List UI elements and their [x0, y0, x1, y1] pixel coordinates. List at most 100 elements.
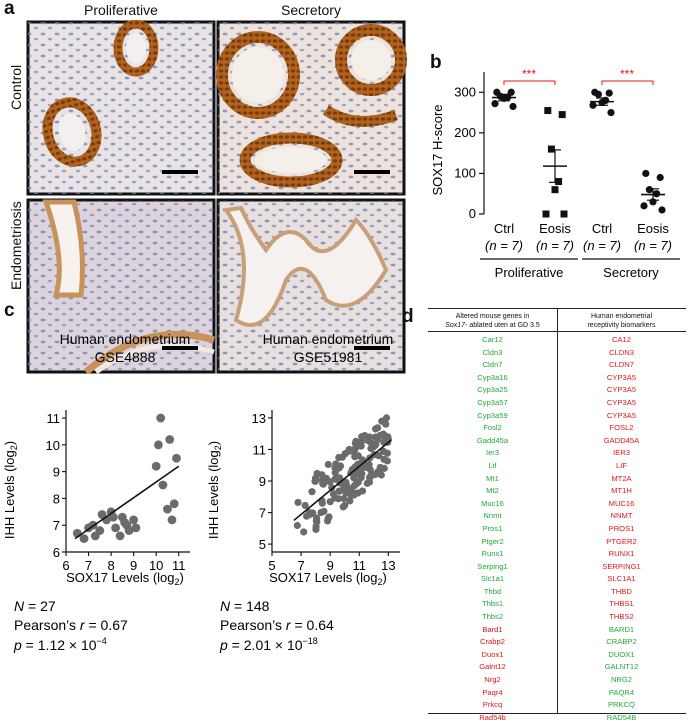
c2-point	[293, 521, 301, 530]
image-endometriosis-proliferative	[26, 198, 216, 374]
c2-point	[324, 460, 332, 469]
panel-c-label: c	[4, 300, 15, 321]
b-point	[607, 108, 615, 117]
human-gene-cell: LIF	[616, 460, 627, 470]
c1-ytick-label: 7	[53, 518, 60, 533]
c1-ytick-label: 11	[47, 411, 61, 426]
c1-point	[95, 526, 105, 535]
mouse-gene-cell: Cldn3	[482, 347, 503, 357]
c2-point	[350, 491, 358, 499]
c2-point	[340, 494, 348, 503]
human-gene-cell: PTGER2	[606, 536, 637, 546]
c2-point	[320, 507, 328, 515]
c1-point	[111, 523, 120, 533]
c2-ytick-label: 7	[259, 506, 266, 521]
c2-point	[347, 485, 355, 493]
c2-title: Human endometrium	[263, 331, 394, 347]
b-sig-stars-2: ***	[620, 67, 634, 81]
b-point	[547, 145, 555, 153]
c2-point	[331, 469, 339, 477]
c1-point	[129, 515, 139, 525]
human-gene-cell: SERPING1	[602, 561, 641, 571]
c1-xtick-label: 10	[149, 558, 163, 573]
b-sig-stars-1: ***	[522, 67, 536, 81]
c2-point	[351, 445, 359, 453]
b-xlabel-1: Ctrl	[494, 221, 514, 236]
mouse-gene-cell: Crabp2	[480, 637, 505, 647]
human-gene-cell: PRKCQ	[607, 700, 635, 710]
b-point	[558, 111, 566, 119]
b-sig-bracket-proliferative: ***	[503, 67, 556, 85]
b-point	[645, 186, 653, 194]
b-ytick-label-2: 200	[454, 125, 476, 140]
b-group-2	[589, 88, 615, 117]
c2-point	[338, 453, 346, 461]
human-gene-cell: DUOX1	[608, 649, 635, 659]
c1-point	[169, 499, 179, 509]
row-title-endometriosis: Endometriosis	[8, 201, 24, 290]
c1-point	[167, 515, 177, 525]
b-ytick-label-3: 300	[454, 84, 476, 99]
mouse-gene-cell: Nrg2	[484, 675, 501, 685]
b-xlabel-2: Eosis	[539, 221, 571, 236]
c2-point	[308, 488, 316, 496]
c1-ylabel: IHH Levels (log2)	[2, 441, 19, 539]
c2-subtitle: GSE51981	[294, 349, 363, 365]
mouse-gene-cell: Duox1	[481, 649, 504, 659]
mouse-gene-cell: Cyp3a25	[477, 385, 508, 395]
mouse-gene-cell: Gadd45a	[476, 435, 509, 445]
b-point	[658, 206, 666, 214]
image-endometriosis-secretory	[216, 198, 406, 374]
mouse-gene-cell: Fosl2	[483, 423, 502, 433]
c2-point	[356, 460, 365, 468]
b-xlabel-3: Ctrl	[592, 221, 612, 236]
c2-xtick-label: 11	[353, 558, 367, 573]
c2-point	[326, 498, 334, 506]
human-gene-cell: CYP3A5	[606, 410, 637, 420]
human-gene-cell: GADD45A	[603, 435, 640, 445]
human-gene-cell: NNMT	[610, 511, 633, 521]
c2-xlabel: SOX17 Levels (log2)	[269, 570, 387, 587]
human-gene-cell: FOSL2	[609, 423, 634, 433]
c1-point	[172, 453, 181, 463]
c2-fit-line	[293, 439, 392, 522]
c1-xtick-label: 9	[130, 558, 137, 573]
c1-ytick-label: 9	[53, 465, 60, 480]
b-point	[640, 202, 648, 210]
c1-point	[151, 461, 161, 471]
c2-point	[362, 463, 370, 471]
mouse-gene-cell: Muc16	[481, 498, 504, 508]
c2-point	[294, 498, 302, 507]
b-n-1: (n = 7)	[485, 238, 523, 253]
c2-point	[371, 425, 380, 433]
c2-point	[357, 473, 365, 482]
c1-point	[108, 512, 118, 522]
c2-point	[380, 464, 388, 472]
c2-point	[336, 487, 344, 495]
c2-xtick-label: 9	[327, 558, 334, 573]
sox17-hscore-chart: SOX17 H-score 0 100 200 300 *** *** Ctrl (n…	[430, 67, 680, 280]
b-point	[544, 107, 552, 115]
c2-point	[311, 477, 319, 485]
human-gene-cell: CYP3A5	[606, 372, 637, 382]
human-gene-cell: PROS1	[608, 523, 635, 533]
b-ylabel: SOX17 H-score	[430, 104, 445, 195]
human-gene-cell: SLC1A1	[607, 574, 636, 584]
c1-xtick-label: 11	[172, 558, 186, 573]
c2-ylabel: IHH Levels (log2)	[206, 441, 223, 539]
b-point	[509, 102, 517, 111]
mouse-gene-cell: Runx1	[481, 549, 504, 559]
human-gene-column: CA12 CLDN3 CLDN7 CYP3A5 CYP3A5 CYP3A5 CYP3A5 FO…	[557, 334, 686, 724]
c1-point	[163, 504, 172, 514]
mouse-gene-column: Car12 Cldn3 Cldn7 Cyp3a16 Cyp3a25 Cyp3a57 Cyp3…	[428, 334, 557, 724]
header-mouse-line2: Sox17- ablated uteri at GD 3.5	[445, 322, 540, 329]
human-gene-cell: BARD1	[608, 624, 635, 634]
c2-ytick-label: 13	[252, 411, 266, 426]
mouse-gene-cell: Pros1	[482, 523, 503, 533]
mouse-gene-cell: Nnmt	[483, 511, 502, 521]
mouse-gene-cell: Cyp3a16	[477, 372, 508, 382]
mouse-gene-cell: Cyp3a57	[477, 397, 508, 407]
c2-point	[375, 451, 383, 460]
b-sig-bracket-secretory: ***	[601, 67, 654, 85]
c2-point	[384, 433, 392, 441]
